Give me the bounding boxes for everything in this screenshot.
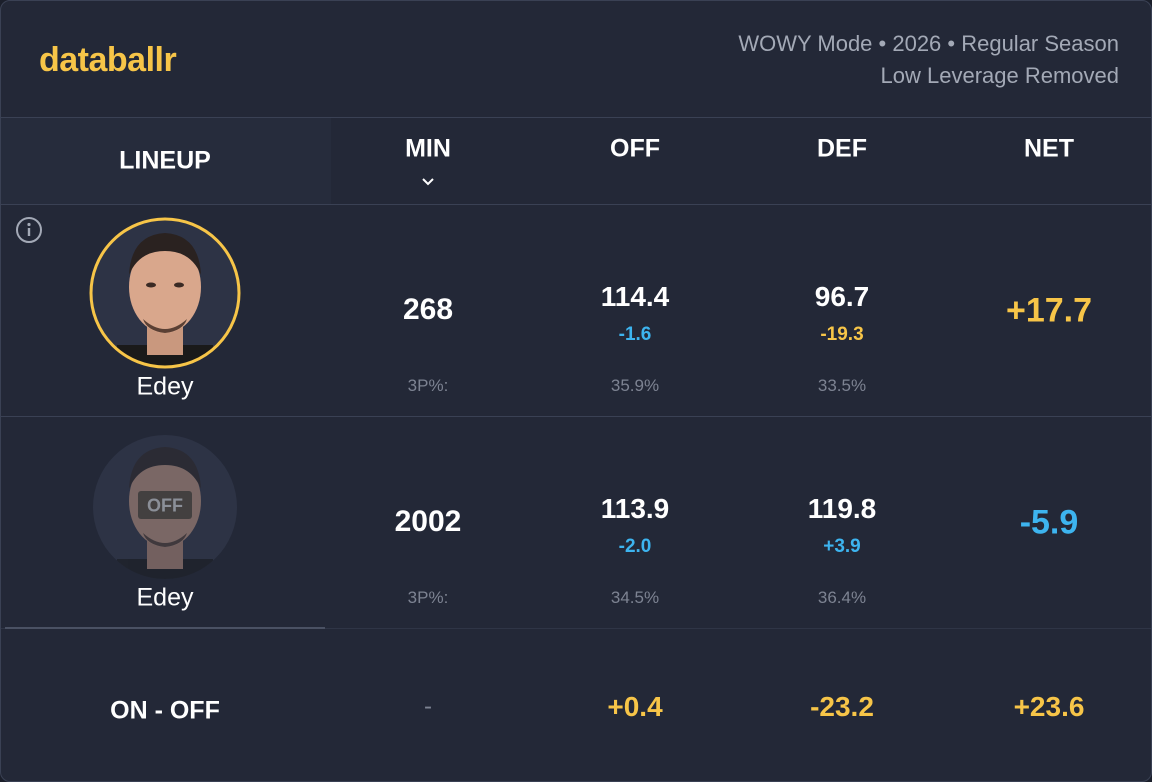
def-diff: +3.9 [823, 536, 861, 557]
column-header[interactable]: MIN [405, 134, 451, 163]
minutes: 2002 [394, 505, 462, 538]
off-diff: -2.0 [618, 536, 652, 557]
divider [1, 416, 1151, 417]
lineup-header-bg [1, 118, 331, 204]
off-badge: OFF [147, 495, 183, 516]
brand-logo[interactable]: databallr [39, 41, 177, 79]
column-header: LINEUP [119, 146, 211, 175]
three-pt-label: 3P%: [407, 376, 449, 395]
filter-line: Low Leverage Removed [880, 63, 1119, 88]
off-rating: 113.9 [600, 493, 670, 524]
column-header[interactable]: DEF [817, 134, 867, 163]
minutes: 268 [402, 293, 454, 326]
divider [1, 204, 1151, 205]
info-icon[interactable] [14, 215, 44, 245]
mode-line: WOWY Mode • 2026 • Regular Season [738, 31, 1119, 56]
column-header[interactable]: OFF [610, 134, 660, 163]
off-three-pt: 34.5% [610, 588, 660, 607]
divider-accent [5, 627, 325, 629]
summary-min: - [424, 693, 432, 720]
def-diff: -19.3 [820, 324, 864, 345]
net-rating: -5.9 [1019, 503, 1079, 542]
sort-icon[interactable] [421, 177, 435, 187]
divider [1, 117, 1151, 118]
summary-net: +23.6 [1013, 691, 1085, 722]
three-pt-label: 3P%: [407, 588, 449, 607]
divider [1, 628, 1151, 629]
off-rating: 114.4 [600, 281, 670, 312]
summary-off: +0.4 [607, 691, 663, 722]
summary-label: ON - OFF [110, 696, 220, 725]
player-photo-off [93, 435, 237, 579]
off-diff: -1.6 [618, 324, 652, 345]
net-rating: +17.7 [1005, 291, 1093, 330]
def-rating: 119.8 [807, 493, 877, 524]
def-rating: 96.7 [814, 281, 870, 312]
def-three-pt: 36.4% [817, 588, 867, 607]
off-three-pt: 35.9% [610, 376, 660, 395]
def-three-pt: 33.5% [817, 376, 867, 395]
summary-def: -23.2 [810, 691, 874, 722]
column-header[interactable]: NET [1024, 134, 1074, 163]
player-name: Edey [136, 372, 194, 401]
player-name: Edey [136, 583, 194, 612]
player-photo [89, 217, 241, 369]
